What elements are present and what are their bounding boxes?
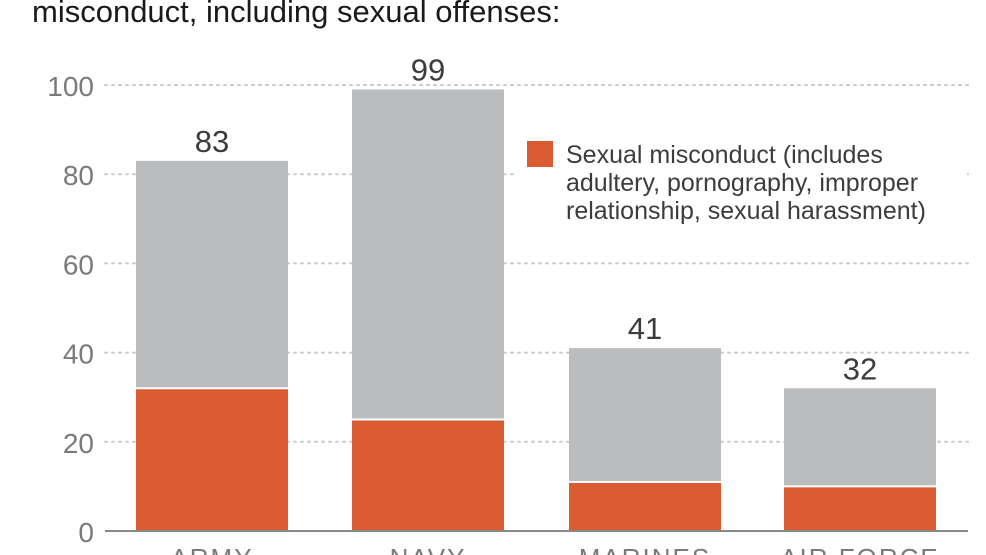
- bar-sexual-misconduct: [352, 419, 504, 531]
- legend-swatch: [527, 141, 553, 167]
- bar-other-misconduct: [784, 388, 936, 487]
- y-tick-label: 60: [63, 249, 94, 280]
- y-tick-label: 20: [63, 428, 94, 459]
- x-category-label: MARINES: [579, 543, 711, 555]
- bar-other-misconduct: [136, 160, 288, 389]
- legend-label-line: adultery, pornography, improper: [566, 169, 918, 197]
- bar-total-label: 32: [843, 351, 877, 386]
- bar-sexual-misconduct: [784, 486, 936, 531]
- x-category-label: AIR FORCE: [780, 543, 940, 555]
- bar-sexual-misconduct: [569, 481, 721, 531]
- legend-label-line: Sexual misconduct (includes: [566, 141, 883, 169]
- bar-other-misconduct: [569, 348, 721, 482]
- legend-label-line: relationship, sexual harassment): [566, 197, 926, 225]
- legend-background: [515, 133, 967, 233]
- y-tick-label: 100: [47, 71, 94, 102]
- x-category-label: NAVY: [390, 543, 467, 555]
- y-tick-label: 40: [63, 339, 94, 370]
- y-tick-label: 80: [63, 160, 94, 191]
- bar-sexual-misconduct: [136, 388, 288, 531]
- y-tick-label: 0: [78, 517, 94, 548]
- bars: [136, 89, 936, 531]
- y-axis-ticks: 0 20 40 60 80 100: [47, 71, 94, 548]
- bar-total-label: 83: [195, 124, 229, 159]
- x-category-label: ARMY: [170, 543, 253, 555]
- x-axis-labels: ARMY NAVY MARINES AIR FORCE: [170, 543, 940, 555]
- bar-total-label: 99: [411, 52, 445, 87]
- bar-other-misconduct: [352, 89, 504, 420]
- chart-title: misconduct, including sexual offenses:: [32, 0, 560, 29]
- total-labels: 83 99 41 32: [195, 52, 877, 386]
- bar-total-label: 41: [628, 311, 662, 346]
